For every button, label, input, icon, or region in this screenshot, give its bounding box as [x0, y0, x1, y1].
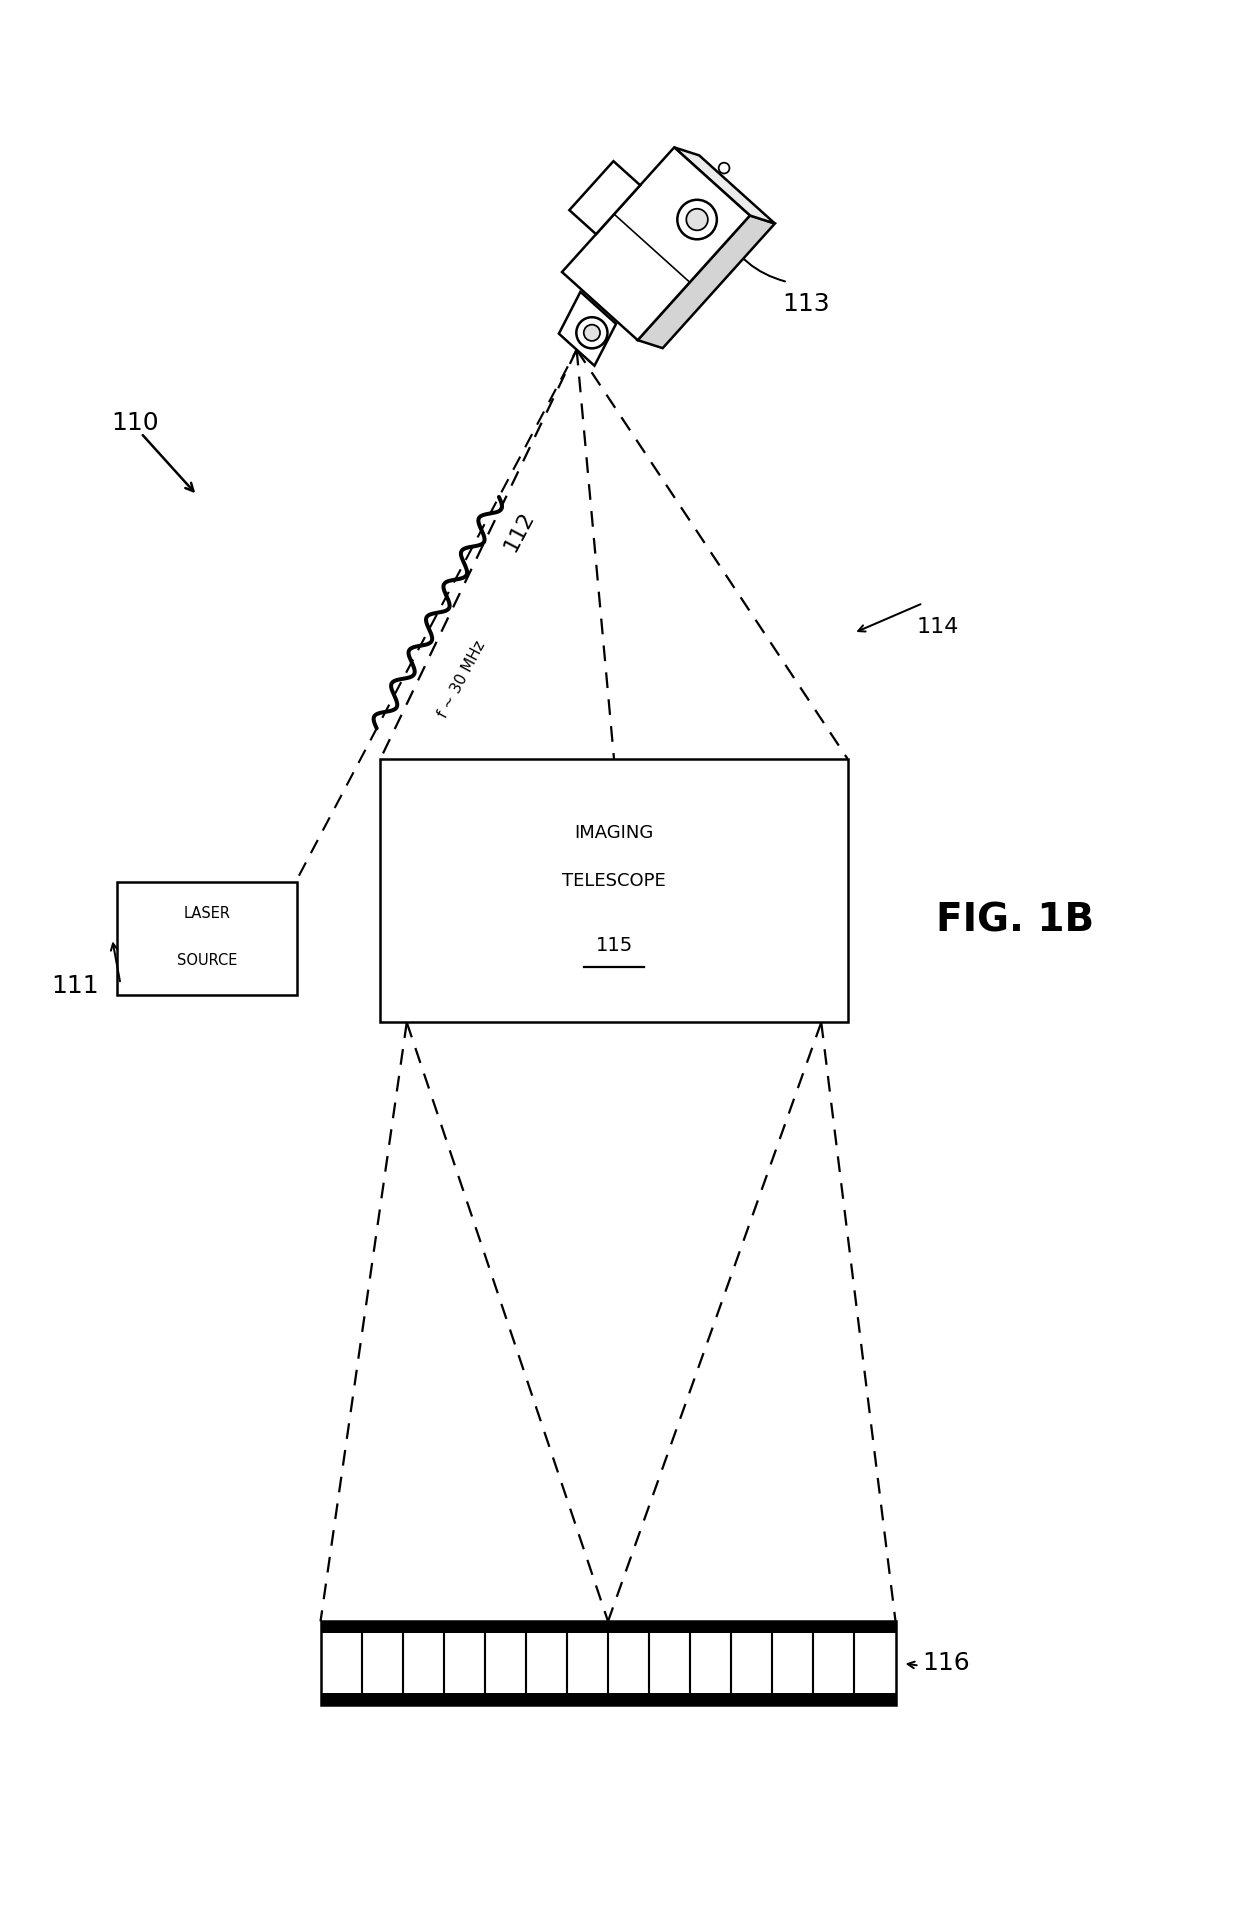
- Text: f ~ 30 MHz: f ~ 30 MHz: [435, 639, 489, 720]
- Text: 114: 114: [916, 618, 959, 637]
- Text: 110: 110: [112, 412, 159, 435]
- Text: IMAGING: IMAGING: [574, 824, 653, 841]
- Polygon shape: [559, 293, 616, 366]
- Text: FIG. 1B: FIG. 1B: [936, 901, 1095, 939]
- Circle shape: [577, 318, 608, 348]
- Text: 113: 113: [782, 293, 830, 316]
- Bar: [381, 758, 848, 1022]
- Polygon shape: [569, 162, 640, 235]
- Text: 116: 116: [923, 1652, 970, 1675]
- Circle shape: [584, 325, 600, 341]
- Text: SOURCE: SOURCE: [176, 953, 237, 968]
- Polygon shape: [637, 216, 775, 348]
- Bar: [320, 1621, 895, 1632]
- Text: LASER: LASER: [184, 907, 231, 920]
- Circle shape: [677, 200, 717, 239]
- Bar: [117, 882, 296, 995]
- Bar: [320, 1694, 895, 1706]
- Polygon shape: [675, 148, 775, 223]
- Text: 111: 111: [51, 974, 99, 999]
- Circle shape: [686, 208, 708, 231]
- Bar: [320, 1621, 895, 1706]
- Circle shape: [719, 164, 729, 173]
- Polygon shape: [562, 148, 750, 341]
- Text: 112: 112: [500, 508, 538, 554]
- Text: TELESCOPE: TELESCOPE: [562, 872, 666, 889]
- Text: 115: 115: [595, 936, 632, 955]
